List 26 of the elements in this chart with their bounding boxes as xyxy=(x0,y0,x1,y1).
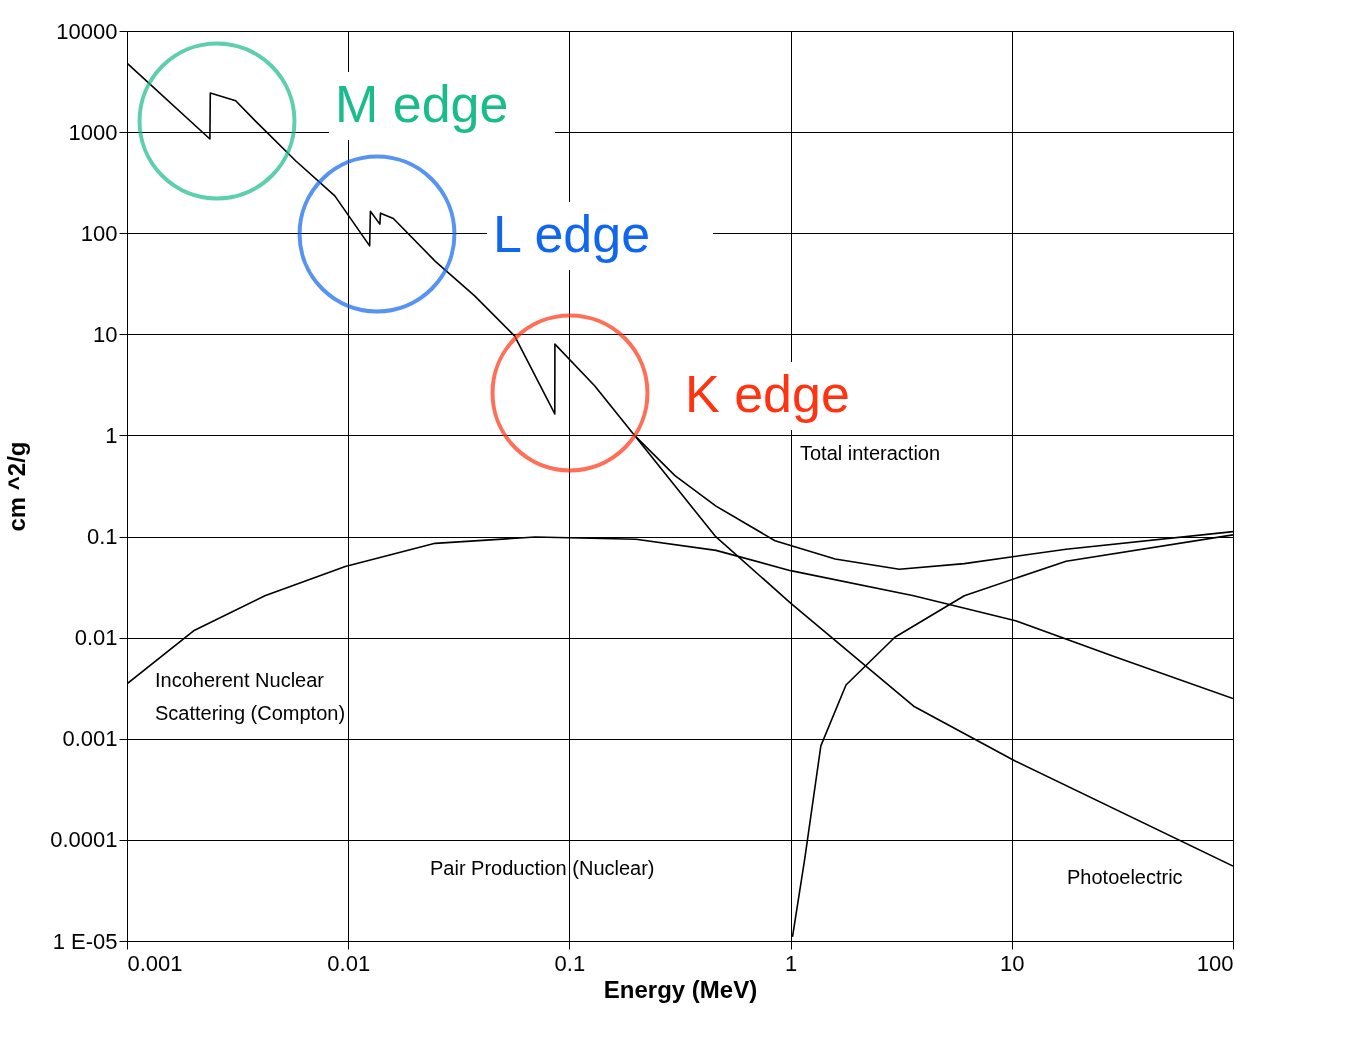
y-tick-label: 1000 xyxy=(68,119,118,145)
annotation: Incoherent Nuclear xyxy=(155,669,325,691)
annotation: L edge xyxy=(493,205,651,263)
x-tick-label: 0.1 xyxy=(554,950,586,976)
y-tick-label: 1 xyxy=(105,422,118,448)
annotation: Scattering (Compton) xyxy=(155,702,346,724)
y-tick-label: 10000 xyxy=(56,18,118,44)
x-tick-label: 1 xyxy=(784,950,798,976)
annotation: M edge xyxy=(335,75,509,133)
x-tick-label: 10 xyxy=(1000,950,1025,976)
annotation: Pair Production (Nuclear) xyxy=(430,857,655,879)
y-tick-label: 0.1 xyxy=(86,524,118,550)
y-tick-label: 0.0001 xyxy=(50,827,118,853)
annotation: Total interaction xyxy=(800,442,941,464)
x-tick-label: 0.001 xyxy=(127,950,183,976)
x-tick-label: 100 xyxy=(1196,950,1234,976)
y-axis-title: cm ^2/g xyxy=(3,441,31,532)
y-tick-label: 0.001 xyxy=(62,726,118,752)
x-tick-label: 0.01 xyxy=(327,950,371,976)
annotation: Photoelectric xyxy=(1067,866,1183,888)
x-axis-title: Energy (MeV) xyxy=(603,975,758,1003)
y-tick-label: 10 xyxy=(93,321,118,347)
annotation: K edge xyxy=(685,365,850,423)
y-tick-label: 0.01 xyxy=(74,625,118,651)
y-tick-label: 100 xyxy=(80,220,118,246)
y-tick-label: 1 E-05 xyxy=(52,928,118,954)
